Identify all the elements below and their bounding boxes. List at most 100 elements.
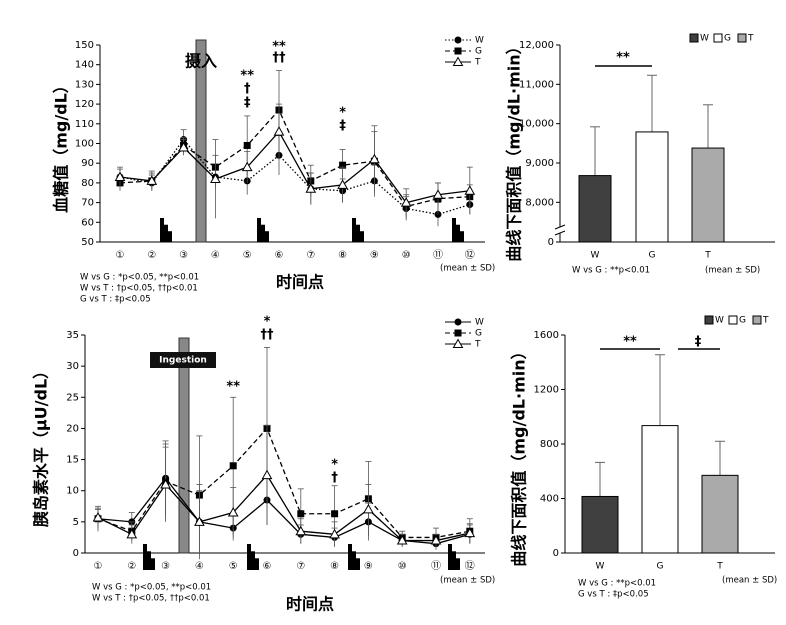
point — [452, 56, 464, 66]
point — [243, 141, 251, 149]
annotation: * — [264, 315, 271, 330]
x-tick-label: ⑧ — [330, 561, 339, 572]
mean-note: (mean ± SD) — [440, 576, 495, 586]
x-tick-label: ① — [116, 250, 125, 261]
axis-break — [554, 224, 566, 230]
y-tick-label: 80 — [81, 178, 94, 189]
meal-icon — [255, 558, 259, 570]
meal-icon — [265, 231, 269, 242]
point — [241, 161, 253, 172]
point — [339, 161, 347, 169]
y-tick-label: 90 — [81, 158, 94, 169]
y-tick-label: 30 — [66, 361, 79, 372]
mean-note: (mean ± SD) — [722, 576, 777, 586]
y-axis-label: 曲线下面积值（mg/dL·min） — [510, 343, 529, 566]
meal-icon — [460, 231, 464, 242]
point — [331, 510, 339, 518]
bar — [691, 147, 725, 243]
point — [454, 36, 462, 44]
x-tick-label: W — [596, 562, 605, 572]
annotation: † — [244, 82, 251, 97]
y-tick-label: 10,000 — [519, 119, 554, 130]
y-tick-label: 0 — [553, 548, 559, 559]
meal-icon — [456, 558, 460, 570]
series-line — [97, 477, 470, 545]
meal-icon — [452, 551, 456, 570]
meal-icon — [360, 231, 364, 242]
point — [160, 478, 171, 489]
point — [400, 197, 412, 207]
x-tick-label: ⑧ — [338, 250, 347, 261]
series-line — [97, 474, 470, 542]
legend-label: G — [475, 47, 482, 57]
legend-label: W — [700, 34, 709, 44]
legend-label: W — [715, 316, 724, 326]
y-tick-label: 15 — [66, 455, 79, 466]
x-tick-label: ⑥ — [275, 250, 284, 261]
y-tick-label: 10 — [66, 486, 79, 497]
y-tick-label: 8,000 — [525, 197, 554, 208]
point — [210, 173, 221, 183]
point — [430, 535, 442, 545]
meal-icon — [448, 544, 452, 570]
y-axis-label: 曲线下面积值（mg/dL·min） — [505, 38, 524, 261]
x-tick-label: G — [649, 251, 656, 261]
legend-swatch — [713, 33, 723, 43]
y-tick-label: 0 — [73, 548, 79, 559]
x-tick-label: ⑤ — [229, 561, 238, 572]
x-tick-label: ⑦ — [306, 250, 315, 261]
point — [464, 527, 476, 538]
x-axis-label: 时间点 — [276, 273, 324, 292]
stat-note: W vs G : *p<0.05, **p<0.01 — [92, 583, 211, 593]
ingestion-box — [150, 352, 216, 368]
x-tick-label: W — [591, 251, 600, 261]
point — [454, 47, 462, 55]
stat-note: W vs T : †p<0.05, ††p<0.01 — [80, 284, 198, 294]
annotation: ** — [226, 380, 240, 395]
point — [194, 516, 205, 526]
y-tick-label: 120 — [75, 99, 94, 110]
meal-icon — [164, 224, 168, 242]
annotation: †† — [261, 328, 275, 343]
point — [297, 510, 305, 518]
legend-swatch — [689, 33, 699, 43]
y-tick-label: 60 — [81, 217, 94, 228]
y-tick-label: 0 — [548, 237, 554, 248]
point — [363, 503, 374, 514]
point — [305, 183, 317, 193]
y-tick-label: 25 — [66, 392, 79, 403]
y-tick-label: 11,000 — [519, 79, 554, 90]
y-tick-label: 800 — [540, 439, 559, 450]
annotation: ** — [616, 51, 630, 66]
point — [126, 528, 138, 539]
point — [432, 189, 444, 199]
axis-break — [554, 230, 566, 236]
annotation: †† — [273, 51, 287, 66]
stat-note: G vs T : ‡p<0.05 — [80, 295, 151, 305]
annotation: ** — [272, 40, 286, 55]
x-tick-label: ⑦ — [296, 561, 305, 572]
point — [337, 179, 348, 189]
meal-icon — [452, 218, 456, 242]
legend-label: G — [475, 329, 482, 339]
x-tick-label: ⑥ — [263, 561, 272, 572]
x-tick-label: ⑩ — [402, 250, 411, 261]
stat-note: W vs T : †p<0.05, ††p<0.01 — [92, 594, 210, 604]
bar — [635, 131, 669, 243]
y-tick-label: 9,000 — [525, 158, 554, 169]
point — [273, 126, 285, 136]
meal-icon — [456, 224, 460, 242]
meal-icon — [356, 558, 360, 570]
bar — [578, 175, 612, 243]
ingestion-label: Ingestion — [159, 356, 207, 366]
x-tick-label: ③ — [161, 561, 170, 572]
x-tick-label: ④ — [195, 561, 204, 572]
ingestion-bar — [178, 337, 190, 554]
point — [261, 469, 273, 480]
annotation: ** — [623, 335, 637, 350]
annotation: ‡ — [244, 96, 251, 111]
x-tick-label: ⑤ — [243, 250, 252, 261]
point — [146, 175, 158, 185]
point — [295, 525, 307, 536]
x-tick-label: T — [704, 251, 711, 261]
